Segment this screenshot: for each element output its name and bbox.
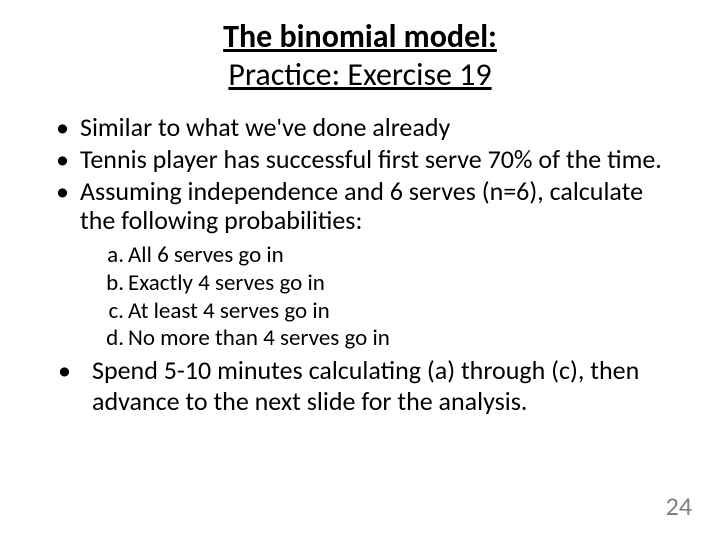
sub-item-marker: a. xyxy=(96,242,124,270)
sub-item-marker: d. xyxy=(96,325,124,353)
final-bullet: Spend 5-10 minutes calculating (a) throu… xyxy=(52,355,672,417)
slide-container: The binomial model: Practice: Exercise 1… xyxy=(0,0,720,540)
slide-title: The binomial model: Practice: Exercise 1… xyxy=(48,18,672,95)
sub-item-text: At least 4 serves go in xyxy=(128,297,330,325)
page-number: 24 xyxy=(666,490,692,522)
sub-item: d. No more than 4 serves go in xyxy=(96,325,672,353)
sub-item-text: Exactly 4 serves go in xyxy=(128,269,325,297)
sub-item: b. Exactly 4 serves go in xyxy=(96,270,672,298)
sub-item: a. All 6 serves go in xyxy=(96,242,672,270)
bullet-item: Tennis player has successful first serve… xyxy=(52,145,672,175)
title-line-1: The binomial model: xyxy=(48,18,672,56)
sub-item-text: No more than 4 serves go in xyxy=(128,324,390,352)
title-line-2: Practice: Exercise 19 xyxy=(48,56,672,94)
final-bullet-list: Spend 5-10 minutes calculating (a) throu… xyxy=(48,355,672,417)
bullet-item: Similar to what we've done already xyxy=(52,113,672,143)
sub-item: c. At least 4 serves go in xyxy=(96,298,672,326)
sub-item-marker: b. xyxy=(96,270,124,298)
sub-item-marker: c. xyxy=(96,298,124,326)
sub-item-text: All 6 serves go in xyxy=(128,241,284,269)
sub-item-list: a. All 6 serves go in b. Exactly 4 serve… xyxy=(48,242,672,352)
main-bullet-list: Similar to what we've done already Tenni… xyxy=(48,113,672,237)
bullet-item: Assuming independence and 6 serves (n=6)… xyxy=(52,177,672,237)
